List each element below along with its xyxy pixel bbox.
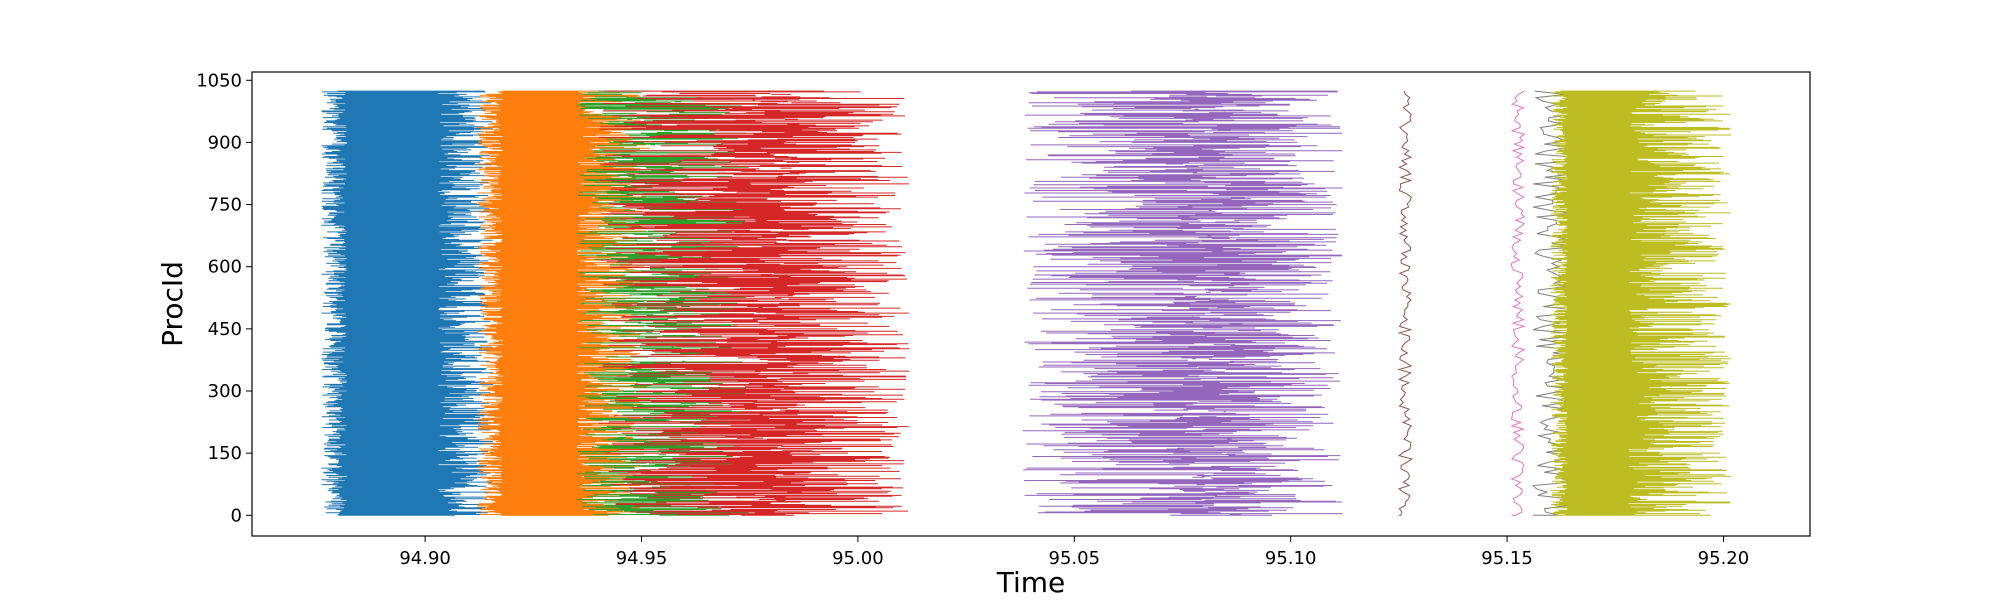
series-trace — [1550, 90, 1732, 516]
y-axis-label: ProcId — [156, 261, 189, 347]
series-trace — [598, 90, 910, 516]
x-tick-label: 95.15 — [1481, 548, 1533, 569]
y-tick-label: 1050 — [196, 70, 242, 91]
plot-frame — [251, 71, 1811, 537]
x-tick-label: 94.95 — [616, 548, 668, 569]
x-axis-ticks: 94.90 94.95 95.00 95.05 95.10 95.15 95.20 — [399, 536, 1749, 569]
series-trace — [321, 90, 495, 516]
series-1 — [477, 90, 650, 516]
series-trace — [1397, 90, 1413, 516]
series-trace — [1022, 90, 1343, 516]
x-tick-label: 95.00 — [832, 548, 884, 569]
series-5 — [1397, 90, 1413, 516]
y-tick-label: 750 — [208, 195, 242, 216]
series-8 — [1550, 90, 1732, 516]
y-tick-label: 450 — [208, 319, 242, 340]
y-tick-label: 300 — [208, 381, 242, 402]
series-trace — [1510, 90, 1526, 516]
series-trace — [477, 90, 650, 516]
x-axis-label: Time — [996, 566, 1066, 599]
y-tick-label: 900 — [208, 132, 242, 153]
x-tick-label: 95.10 — [1265, 548, 1317, 569]
x-tick-label: 95.05 — [1049, 548, 1101, 569]
series-4 — [1022, 90, 1343, 516]
x-tick-label: 94.90 — [399, 548, 451, 569]
y-tick-label: 600 — [208, 257, 242, 278]
y-tick-label: 0 — [231, 505, 242, 526]
series-6 — [1510, 90, 1526, 516]
x-tick-label: 95.20 — [1698, 548, 1750, 569]
y-axis-ticks: 0 150 300 450 600 750 900 1050 — [196, 70, 252, 526]
series-0 — [321, 90, 495, 516]
y-tick-label: 150 — [208, 443, 242, 464]
series-layer — [321, 90, 1732, 516]
series-3 — [598, 90, 910, 516]
